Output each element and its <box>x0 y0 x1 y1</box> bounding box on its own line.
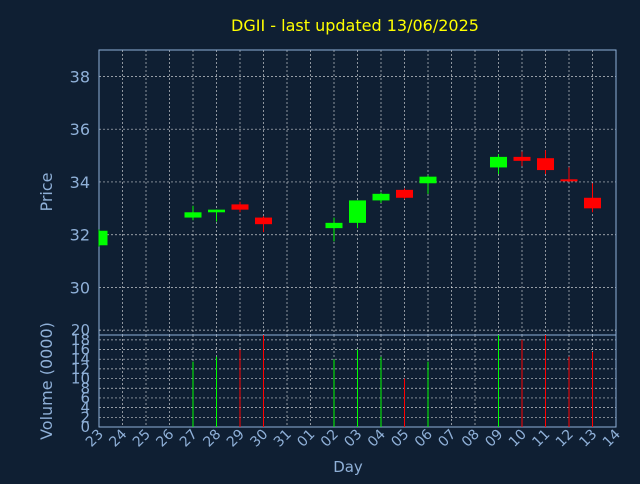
x-tick-label: 01 <box>294 427 318 451</box>
x-tick-label: 04 <box>365 426 389 450</box>
volume-tick-label: 14 <box>71 350 90 368</box>
volume-tick-label: 16 <box>71 341 90 359</box>
chart-title: DGII - last updated 13/06/2025 <box>231 16 479 35</box>
price-panel-frame <box>98 49 617 336</box>
x-tick-label: 31 <box>271 427 295 451</box>
candle-body <box>560 179 578 182</box>
price-axis-label: Price <box>37 172 56 211</box>
candle-body <box>99 230 108 246</box>
price-panel: 30 32 34 36 38 <box>70 49 617 336</box>
candle-body <box>490 156 507 168</box>
volume-tick-label: 4 <box>80 399 90 417</box>
volume-tick-label: 18 <box>71 331 90 349</box>
volume-axis-label: Volume (0000) <box>37 322 56 440</box>
candle-body <box>513 156 531 161</box>
x-tick-label: 07 <box>435 427 459 451</box>
x-tick-label: 29 <box>224 427 248 451</box>
price-tick-label: 32 <box>70 226 90 245</box>
x-tick-label: 11 <box>529 427 553 451</box>
candle-body <box>208 209 225 213</box>
x-tick-label: 08 <box>459 427 483 451</box>
price-tick-label: 38 <box>70 67 90 86</box>
volume-tick-label: 8 <box>80 379 90 397</box>
volume-tick-label: 2 <box>80 408 90 426</box>
x-tick-label: 03 <box>341 427 365 451</box>
volume-tick-label: 6 <box>80 389 90 407</box>
x-tick-label: 10 <box>506 427 530 451</box>
x-tick-label: 25 <box>130 427 154 451</box>
volume-tick-label: 20 <box>71 321 90 339</box>
x-tick-label: 12 <box>553 427 577 451</box>
candle-body <box>396 189 413 198</box>
candle-body <box>325 222 343 229</box>
volume-tick-label: 12 <box>71 360 90 378</box>
volume-tick-label: 0 <box>80 418 90 436</box>
x-tick-label: 05 <box>388 427 412 451</box>
x-tick-label: 26 <box>153 426 177 450</box>
x-tick-label: 14 <box>600 426 624 450</box>
candle-body <box>184 212 202 218</box>
x-axis-ticks: 23 24 25 26 27 28 29 30 31 01 02 03 04 05 06 07 08 09 10 11… <box>83 426 624 450</box>
price-tick-label: 34 <box>70 173 90 192</box>
price-tick-label: 36 <box>70 120 90 139</box>
x-tick-label: 13 <box>576 427 600 451</box>
candle-body <box>255 217 272 225</box>
x-tick-label: 27 <box>177 427 201 451</box>
candle-body <box>584 197 601 209</box>
candle-body <box>537 158 554 171</box>
price-tick-label: 30 <box>70 279 90 298</box>
candle-body <box>419 176 437 184</box>
x-tick-label: 30 <box>247 427 271 451</box>
volume-tick-label: 10 <box>71 370 90 388</box>
candle-body <box>372 193 390 201</box>
candle-body <box>349 200 366 223</box>
x-tick-label: 24 <box>106 426 130 450</box>
candle-body <box>231 204 249 210</box>
x-tick-label: 09 <box>482 427 506 451</box>
x-tick-label: 02 <box>318 427 342 451</box>
x-axis-label: Day <box>333 458 363 476</box>
x-tick-label: 28 <box>200 427 224 451</box>
x-tick-label: 06 <box>412 426 436 450</box>
